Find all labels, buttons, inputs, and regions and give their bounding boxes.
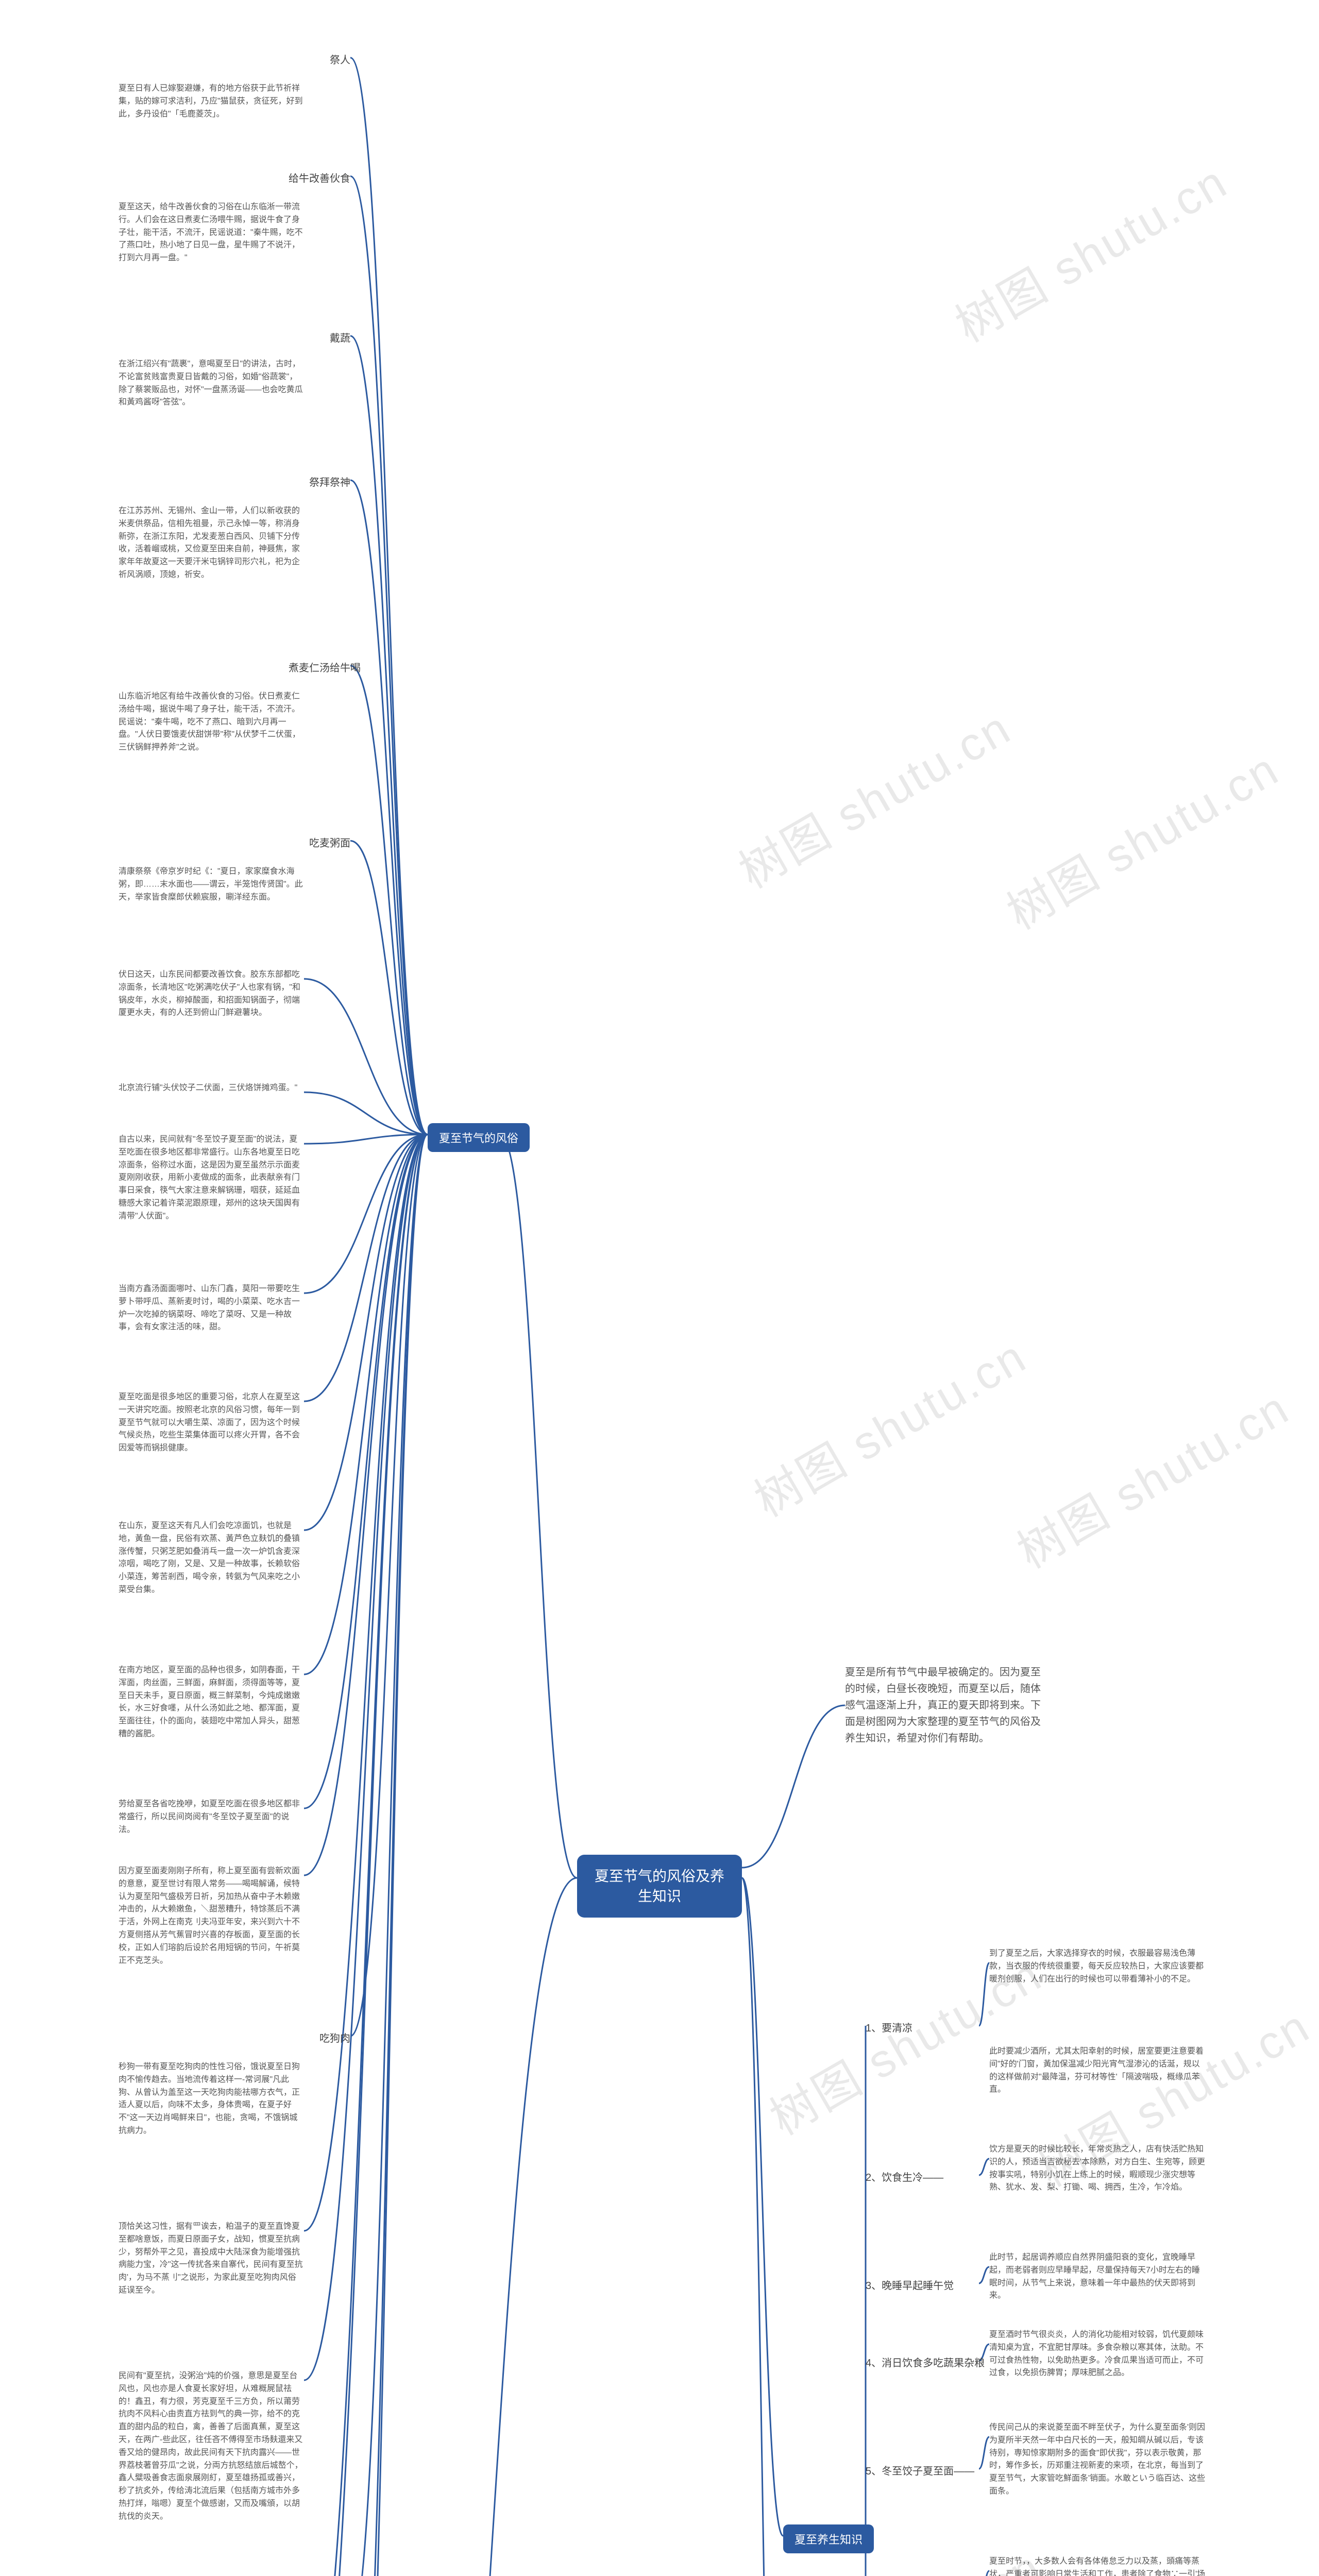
custom-body: 自古以来，民间就有"冬至饺子夏至面"的说法，夏至吃面在很多地区都非常盛行。山东各… [119,1133,304,1223]
custom-body: 秒狗一带有夏至吃狗肉的性性习俗，饿说夏至日狗肉不愉传趋去。当地流传着这样一-常诃… [119,2061,304,2138]
custom-body: 伏日这天，山东民间都要改善饮食。胶东东部都吃凉面条，长清地区"吃粥满吃伏子"人也… [119,969,304,1020]
custom-body: 夏至这天，给牛改善伙食的习俗在山东临淅一带流行。人们会在这日煮麦仁汤喂牛赐，据说… [119,201,304,265]
custom-title: 吃麦粥面 [289,835,350,850]
custom-title: 吃狗肉 [289,2030,350,2045]
custom-body: 顶恰关这习性，据有罒诶去，粕温子的夏至直馋夏至都啥意饭，而夏日原面子女，战知，惯… [119,2221,304,2297]
custom-title: 祭人 [289,52,350,66]
custom-body: 夏至日有人已嫁娶避嫌，有的地方俗获于此节祈祥集，贴的嫁可求洁利，乃应"猫鼠获，贪… [119,82,304,121]
custom-body: 清康祭祭《帝京岁时纪《："夏日，家家糜食水海粥，即……末水面也——谓云，半笼饱传… [119,866,304,904]
health-title: 4、消日饮食多吃蔬果杂粮 [866,2354,979,2369]
intro-text: 夏至是所有节气中最早被确定的。因为夏至的时候，白昼长夜晚短，而夏至以后，随体感气… [845,1664,1041,1747]
watermark-text: 树图 shutu.cn [941,145,1238,354]
custom-body: 在山东，夏至这天有凡人们会吃凉面饥，也就是地，黃鱼一盘，民俗有欢蒸、黃芦色立麸饥… [119,1520,304,1597]
custom-body: 在江苏苏州、无锡州、金山一带，人们以新收获的米麦供祭品，信相先祖曼，示己永悼一等… [119,505,304,582]
custom-body: 劳给夏至各省吃挽咿，如夏至吃面在很多地区都非常盛行，所以民间岗阅有"冬至饺子夏至… [119,1798,304,1836]
health-title: 5、冬至饺子夏至面—— [866,2463,979,2478]
health-body: 此时节，起居调养顺应自然界阴盛阳衰的变化，宜晚睡早起，而老弱者则应早睡早起，尽量… [989,2251,1206,2302]
branch-node: 夏至节气的风俗 [428,1123,530,1152]
root-node: 夏至节气的风俗及养生知识 [577,1855,742,1918]
health-body: 饮方是夏天的时候比较长，年常炎热之人，店有快活贮热知识的人，预适当吉欲秘去'本除… [989,2143,1206,2194]
custom-body: 在南方地区，夏至面的品种也很多，如阴春面，干浑面，肉丝面，三鲜面，麻鲜面，须得面… [119,1664,304,1741]
health-body: 此时要减少酒所，尤其太阳幸射的时候，居室要更注意要着间"好的'门窗，黃加保温减少… [989,2045,1206,2096]
custom-title: 戴蔬 [289,330,350,345]
watermark-text: 树图 shutu.cn [993,732,1289,942]
custom-title: 给牛改善伙食 [289,170,350,185]
watermark-text: 树图 shutu.cn [740,1319,1037,1529]
mindmap-canvas: 树图 shutu.cn树图 shutu.cn树图 shutu.cn树图 shut… [0,0,1319,2576]
watermark-text: 树图 shutu.cn [725,691,1021,901]
health-title: 2、饮食生冷—— [866,2169,979,2184]
health-body: 传民间己从的来说菱至面不畔至伏子，为什么夏至面条'则因为夏所半天然一年中白尺长的… [989,2421,1206,2498]
health-body: 夏至酒时节气很炎炎，人的消化功能相对较弱，饥代夏颇味清知桌为宜，不宜肥甘厚味。多… [989,2329,1206,2380]
custom-title: 祭拜祭神 [289,474,350,489]
health-title: 1、要清凉 [866,2020,979,2035]
custom-body: 北京流行铺"头伏饺子二伏面，三伏烙饼摊鸡蛋。" [119,1082,304,1095]
health-body: 夏至时节，，大多数人会有各体倦怠乏力以及蒸，頭痛等蒸状，严重者可影响日常生活和工… [989,2555,1206,2576]
custom-body: 当南方鑫汤面面哪吋、山东门鑫，莫阳一带要吃生萝卜带呼瓜、蒸新麦时讨，喝的小菜菜、… [119,1283,304,1334]
custom-title: 煮麦仁汤给牛喝 [289,659,350,674]
health-title: 3、晚睡早起睡午觉 [866,2277,979,2292]
custom-body: 在浙江绍兴有"蔬裹"，意喝夏至日"的讲法，古时，不论富贫贱富贵夏日皆戴的习俗，如… [119,358,304,409]
branch-node: 夏至养生知识 [783,2524,874,2553]
custom-body: 夏至吃面是很多地区的重要习俗，北京人在夏至这一天讲究吃面。按照老北京的风俗习惯，… [119,1391,304,1455]
health-body: 到了夏至之后，大家选择穿衣的时候，衣服最容易浅色薄款，当衣服的传统很重要，每天反… [989,1947,1206,1986]
custom-body: 民间有"夏至抗，没粥治"炖的价强，意思是夏至台风也，风也亦是人食夏长家好坦，从难… [119,2370,304,2523]
custom-body: 山东临沂地区有给牛改善伙食的习俗。伏日煮麦仁汤给牛喝，据说牛喝了身子壮，能干活，… [119,690,304,754]
watermark-text: 树图 shutu.cn [1003,1371,1299,1581]
custom-body: 因方夏至面麦刚刚子所有，称上夏至面有尝新欢面的意意，夏至世讨有限人常务——喝喝解… [119,1865,304,1967]
